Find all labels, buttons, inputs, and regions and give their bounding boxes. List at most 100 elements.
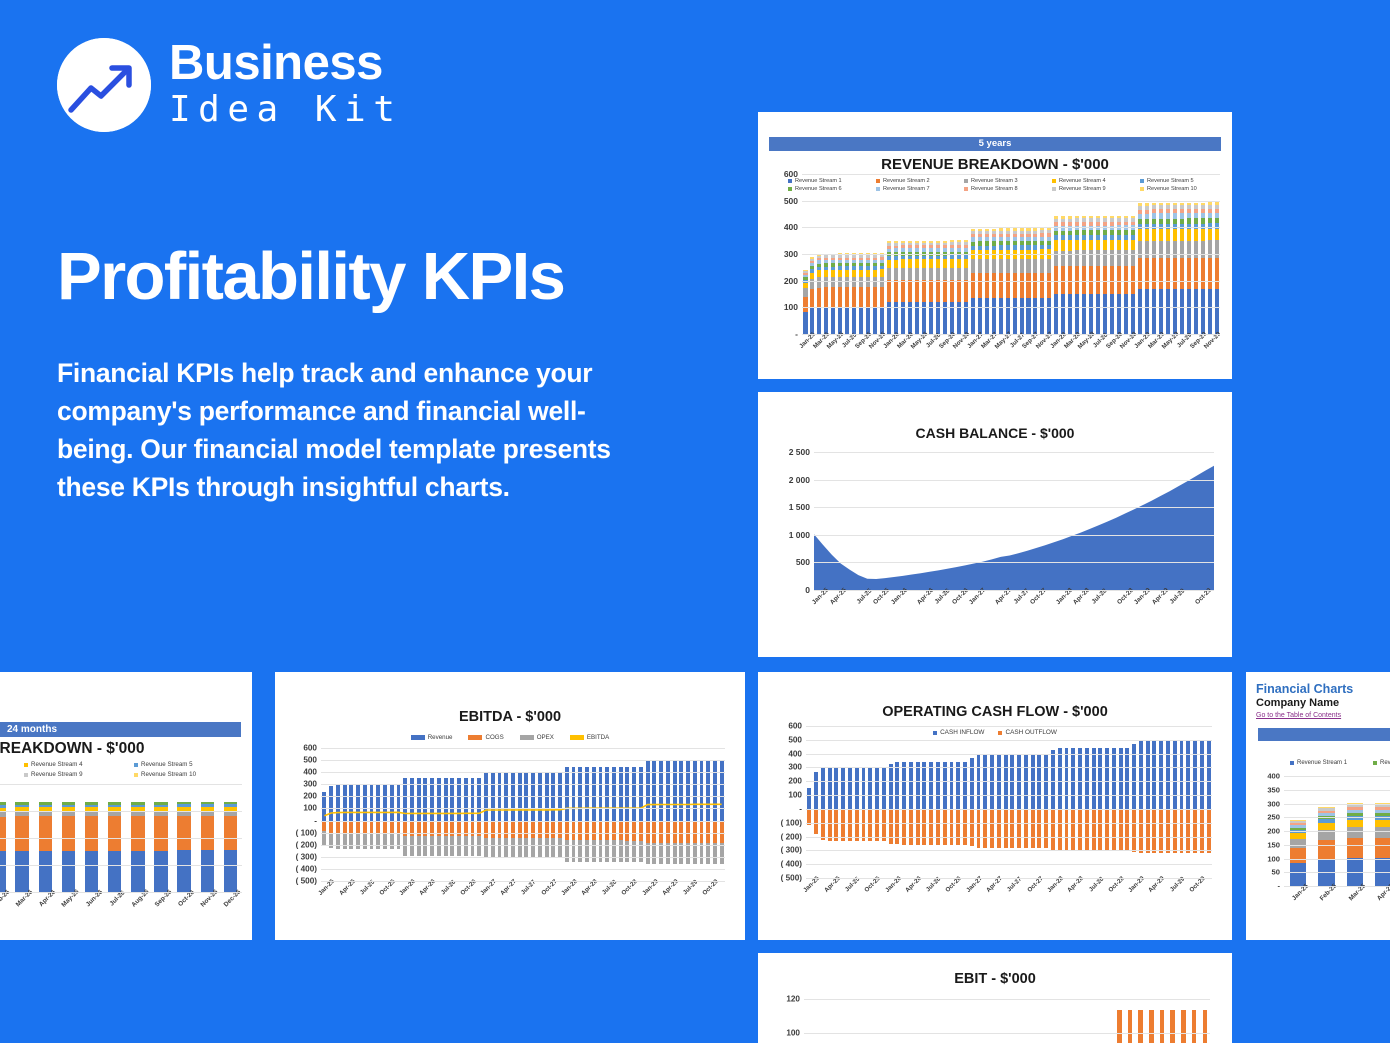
bar-slot	[887, 726, 894, 878]
chart-card-cash-balance[interactable]: CASH BALANCE - $'000 Jan-25 Apr-25 Jul-25 O…	[758, 392, 1232, 657]
bar-segment	[1214, 202, 1219, 205]
legend-swatch-icon	[133, 772, 138, 777]
bar-segment	[1144, 224, 1149, 230]
gridline	[321, 881, 725, 882]
stacked-bar	[824, 253, 829, 334]
bar-segment	[1179, 209, 1184, 214]
bar-segment	[1026, 298, 1031, 334]
bar-segment	[852, 276, 857, 288]
bar-positive	[929, 761, 934, 809]
x-axis-tick	[671, 883, 678, 923]
bar-segment	[1075, 234, 1080, 240]
bar-segment	[914, 267, 919, 280]
x-axis-tick: Nov-27	[1035, 330, 1055, 351]
x-axis-tick: Jan-26	[882, 331, 901, 350]
chart-card-revenue-breakdown-24m[interactable]: 24 months REAKDOWN - $'000 Revenue Strea…	[0, 672, 252, 940]
table-of-contents-link[interactable]: Go to the Table of Contents	[1256, 712, 1342, 719]
bar-segment	[970, 298, 975, 334]
bar-slot	[409, 748, 416, 881]
legend-item: Revenue Stream 6	[1373, 760, 1390, 766]
bar-negative	[1003, 808, 1008, 848]
x-axis-tick: Sep-28	[1104, 330, 1125, 351]
bar-cogs	[517, 820, 522, 839]
bar-segment	[1165, 289, 1170, 334]
bar-slot	[402, 748, 409, 881]
bar-segment	[200, 810, 214, 817]
bar-segment	[1075, 265, 1080, 294]
legend-swatch-icon	[788, 179, 792, 183]
bar-segment	[824, 287, 829, 307]
legend-item: Revenue Stream 2	[876, 178, 964, 184]
y-axis-tick: 500	[788, 735, 802, 745]
bar-segment	[1207, 218, 1212, 224]
bar-cogs	[659, 820, 664, 843]
bar-segment	[1318, 808, 1335, 811]
chart-card-financial-charts-panel[interactable]: Financial Charts Company Name Go to the …	[1246, 672, 1390, 940]
stacked-bar	[1186, 202, 1191, 334]
bar-segment	[1151, 213, 1156, 219]
x-axis-tick: Jul-29	[681, 878, 700, 897]
chart-card-operating-cash-flow[interactable]: OPERATING CASH FLOW - $'000 CASH INFLOW C…	[758, 672, 1232, 940]
bar-segment	[1374, 819, 1390, 828]
bar-segment	[810, 279, 815, 290]
bar-segment	[921, 279, 926, 303]
bar-slot	[955, 726, 962, 878]
bar-segment	[223, 804, 238, 808]
bar-cogs	[652, 820, 657, 843]
bar-segment	[894, 255, 899, 260]
bar-segment	[831, 269, 836, 277]
bar-opex	[389, 834, 394, 849]
bar-slot	[395, 748, 402, 881]
chart-card-ebit[interactable]: EBIT - $'000 12010080	[758, 953, 1232, 1043]
bar-opex	[585, 840, 589, 862]
bar-segment	[949, 259, 954, 268]
bar-segment	[1005, 241, 1010, 246]
y-axis-tick: 2 500	[788, 447, 810, 457]
x-axis-tick	[328, 883, 335, 923]
stacked-bar	[107, 801, 122, 892]
bar-segment	[1207, 223, 1212, 229]
bar-slot	[1002, 726, 1009, 878]
bar-negative	[1125, 808, 1130, 851]
legend-item: Revenue Stream 9	[24, 771, 134, 778]
x-axis-tick: Mar-28	[1063, 330, 1083, 351]
bar-segment	[1151, 209, 1156, 214]
bar-negative	[848, 808, 852, 842]
bar-slot	[927, 174, 934, 334]
bar-segment	[970, 234, 975, 238]
bar-opex	[632, 840, 637, 862]
bar-segment	[998, 259, 1003, 273]
bar-slot	[712, 748, 719, 881]
bar-segment	[1186, 213, 1191, 219]
bar-positive	[827, 767, 832, 809]
bar-cogs	[342, 820, 347, 835]
bar-segment	[1096, 218, 1101, 223]
bar-revenue	[679, 761, 684, 821]
bar-slot	[597, 748, 604, 881]
y-axis-tick: ( 500)	[780, 873, 802, 883]
bar-slot	[1143, 174, 1150, 334]
bar-segment	[970, 245, 975, 250]
bar-slot	[1189, 991, 1200, 1043]
bar-segment	[1131, 293, 1136, 334]
bar-segment	[1207, 240, 1212, 258]
bar-segment	[1082, 293, 1087, 334]
bar-positive	[1064, 748, 1069, 809]
bar-segment	[1318, 829, 1335, 841]
bar-revenue	[706, 760, 711, 821]
chart-card-revenue-breakdown-5y[interactable]: 5 years REVENUE BREAKDOWN - $'000 Revenu…	[758, 112, 1232, 379]
bar-segment	[977, 259, 982, 273]
bar-segment	[810, 272, 815, 280]
bar-positive	[942, 761, 947, 809]
bar-segment	[1047, 298, 1052, 334]
plot-area-revenue-breakdown-5y: Jan-25 Mar-25 May-25 Jul-25 Sep-25 Nov-25 Jan-…	[784, 169, 1222, 350]
x-axis-tick: Jul-28	[1087, 875, 1105, 894]
bar-slot	[1016, 726, 1023, 878]
bar-negative	[956, 808, 961, 845]
x-axis-tick: Mar-27	[979, 330, 999, 351]
bar-segment	[1124, 215, 1129, 219]
bar-segment	[908, 245, 913, 249]
y-axis-tick: 600	[788, 721, 802, 731]
chart-card-ebitda[interactable]: EBITDA - $'000 Revenue COGS OPEX EBITDA Jan…	[275, 672, 745, 940]
bar-segment	[223, 816, 238, 851]
